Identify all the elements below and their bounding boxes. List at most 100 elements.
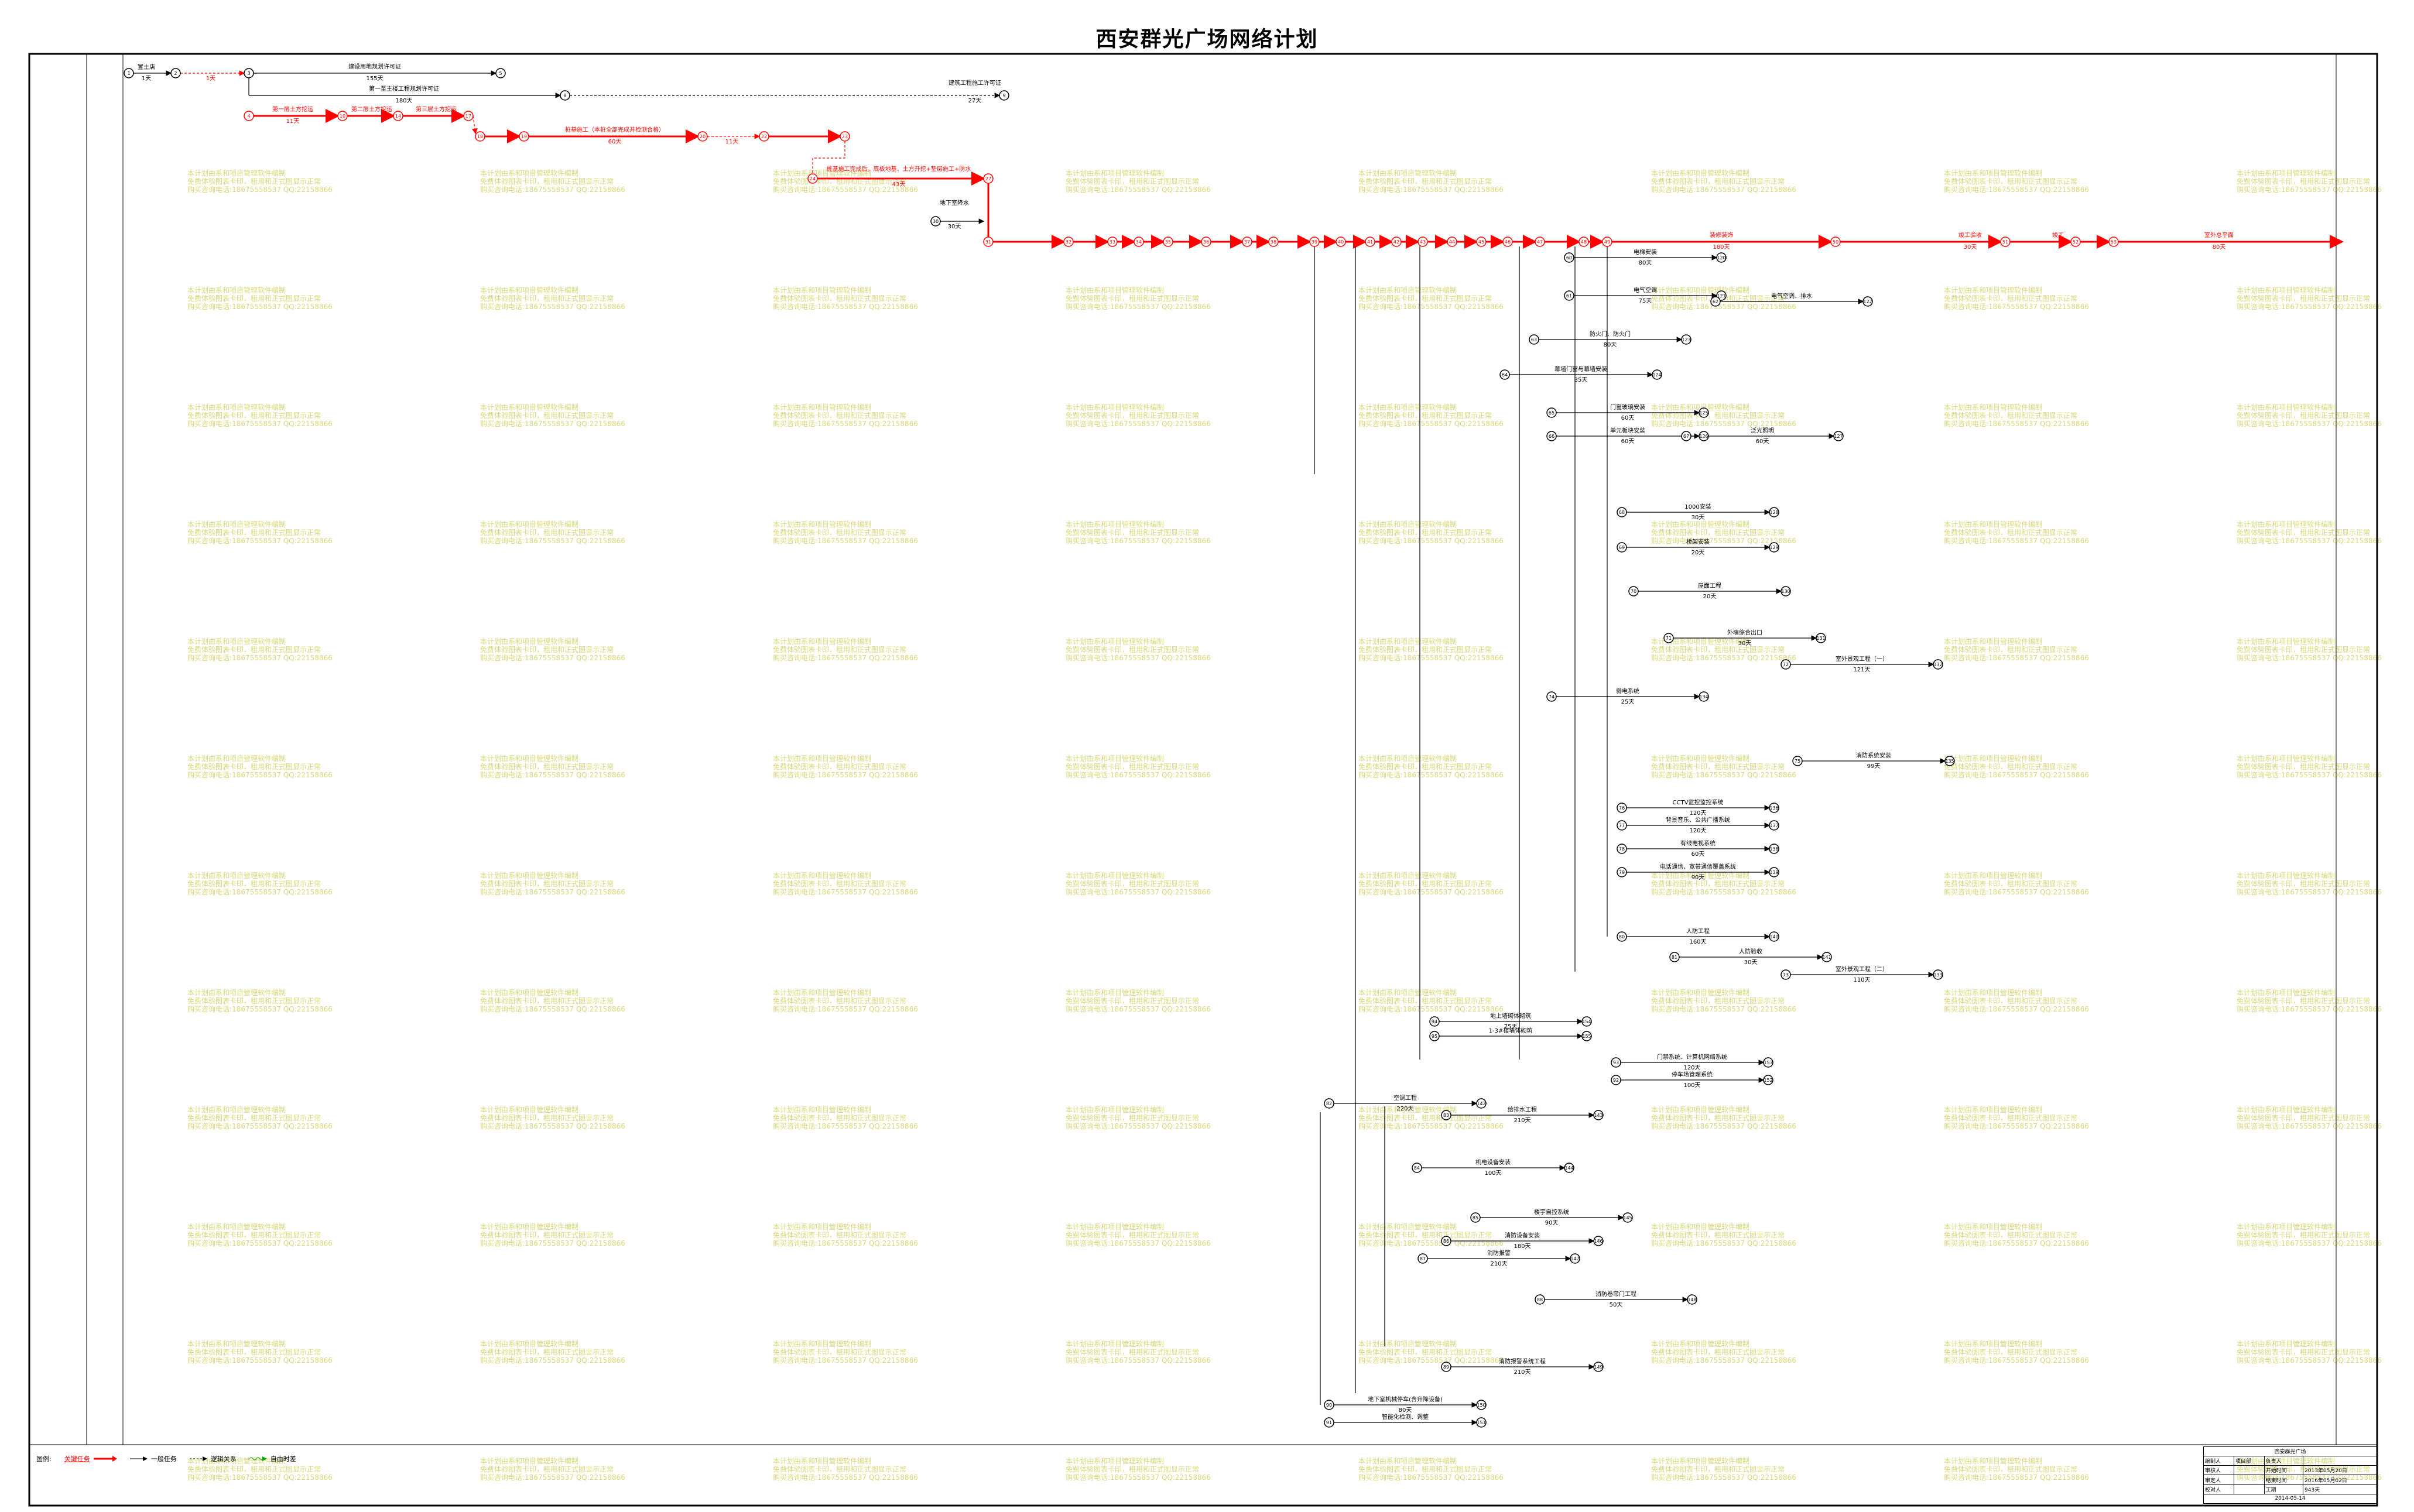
node-circle xyxy=(495,68,506,78)
watermark-text: 本计划由系和项目管理软件编制 xyxy=(773,871,871,880)
watermark-text: 免费体验图表卡印，租用和正式图显示正常 xyxy=(773,1113,906,1122)
watermark-text: 本计划由系和项目管理软件编制 xyxy=(187,169,286,177)
watermark-text: 免费体验图表卡印，租用和正式图显示正常 xyxy=(480,879,614,888)
watermark-text: 本计划由系和项目管理软件编制 xyxy=(480,1222,578,1231)
watermark-text: 购买咨询电话:18675558537 QQ:22158866 xyxy=(1944,1004,2089,1013)
watermark-text: 免费体验图表卡印，租用和正式图显示正常 xyxy=(1066,879,1199,888)
node-number: 37 xyxy=(1244,239,1250,245)
watermark-text: 本计划由系和项目管理软件编制 xyxy=(773,403,871,412)
activity-label: 180天 xyxy=(1514,1243,1530,1250)
node-number: 125 xyxy=(1699,410,1708,416)
tb-cell: 开始时间 xyxy=(2264,1465,2304,1476)
node-number: 64 xyxy=(1502,372,1508,378)
watermark-text: 本计划由系和项目管理软件编制 xyxy=(480,988,578,997)
node-circle xyxy=(1268,236,1279,247)
watermark-text: 本计划由系和项目管理软件编制 xyxy=(187,637,286,646)
watermark-text: 购买咨询电话:18675558537 QQ:22158866 xyxy=(773,1122,918,1130)
node-number: 44 xyxy=(1449,239,1455,245)
watermark-text: 免费体验图表卡印，租用和正式图显示正常 xyxy=(773,294,906,303)
node-number: 138 xyxy=(1769,846,1778,852)
node-circle xyxy=(1570,1253,1580,1264)
watermark-text: 免费体验图表卡印，租用和正式图显示正常 xyxy=(1651,879,1785,888)
watermark-text: 购买咨询电话:18675558537 QQ:22158866 xyxy=(1358,302,1504,311)
activity-label: 电话通信、宽带通信覆盖系统 xyxy=(1660,863,1736,870)
watermark-text: 本计划由系和项目管理软件编制 xyxy=(480,169,578,177)
legend-normal: 一般任务 xyxy=(129,1454,177,1463)
node-number: 70 xyxy=(1631,589,1636,594)
node-circle xyxy=(1669,952,1680,962)
node-number: 49 xyxy=(1604,239,1610,245)
node-circle xyxy=(1593,1110,1604,1120)
watermark-text: 本计划由系和项目管理软件编制 xyxy=(187,520,286,529)
node-number: 150 xyxy=(1477,1403,1485,1408)
node-number: 35 xyxy=(1165,239,1171,245)
node-number: 2 xyxy=(174,71,177,76)
watermark-text: 免费体验图表卡印，租用和正式图显示正常 xyxy=(480,1113,614,1122)
watermark-text: 本计划由系和项目管理软件编制 xyxy=(2237,403,2335,412)
legend-normal-text: 一般任务 xyxy=(150,1455,177,1463)
activity-label: 竣工验收 xyxy=(1958,231,1982,239)
watermark-text: 本计划由系和项目管理软件编制 xyxy=(1944,520,2042,529)
activity-label: 60天 xyxy=(1691,851,1705,858)
node-circle xyxy=(1336,236,1346,247)
watermark-text: 本计划由系和项目管理软件编制 xyxy=(1358,1105,1457,1114)
node-circle xyxy=(1564,252,1574,263)
watermark-layer: 本计划由系和项目管理软件编制免费体验图表卡印，租用和正式图显示正常购买咨询电话:… xyxy=(187,169,2382,1482)
tb-cell: 结束时间 xyxy=(2264,1475,2304,1485)
legend-critical: 关键任务 xyxy=(64,1454,117,1463)
watermark-text: 本计划由系和项目管理软件编制 xyxy=(1651,403,1749,412)
legend-dashed-text: 逻辑关系 xyxy=(210,1455,237,1463)
activity-label: 100天 xyxy=(1683,1082,1700,1089)
watermark-text: 本计划由系和项目管理软件编制 xyxy=(2237,1105,2335,1114)
watermark-text: 免费体验图表卡印，租用和正式图显示正常 xyxy=(1358,645,1492,654)
watermark-text: 本计划由系和项目管理软件编制 xyxy=(1944,871,2042,880)
watermark-text: 本计划由系和项目管理软件编制 xyxy=(1066,403,1164,412)
activity-label: 地下室机械停车(含升降设备) xyxy=(1368,1396,1443,1403)
watermark-text: 本计划由系和项目管理软件编制 xyxy=(480,286,578,294)
edges-layer xyxy=(133,70,2344,1425)
watermark-text: 免费体验图表卡印，租用和正式图显示正常 xyxy=(1651,177,1785,186)
node-circle xyxy=(170,68,181,78)
node-circle xyxy=(519,131,529,142)
watermark-text: 购买咨询电话:18675558537 QQ:22158866 xyxy=(1944,653,2089,662)
watermark-text: 免费体验图表卡印，租用和正式图显示正常 xyxy=(187,1113,321,1122)
watermark-text: 免费体验图表卡印，租用和正式图显示正常 xyxy=(2237,411,2370,420)
node-circle xyxy=(1769,844,1779,854)
node-circle xyxy=(1201,236,1211,247)
watermark-text: 本计划由系和项目管理软件编制 xyxy=(187,754,286,763)
watermark-text: 购买咨询电话:18675558537 QQ:22158866 xyxy=(1944,1122,2089,1130)
node-circle xyxy=(393,111,403,121)
watermark-text: 购买咨询电话:18675558537 QQ:22158866 xyxy=(1066,1473,1211,1482)
watermark-text: 免费体验图表卡印，租用和正式图显示正常 xyxy=(1651,1465,1785,1473)
watermark-text: 免费体验图表卡印，租用和正式图显示正常 xyxy=(773,1465,906,1473)
node-circle xyxy=(1581,1031,1592,1041)
node-number: 89 xyxy=(1443,1364,1449,1370)
node-number: 48 xyxy=(1581,239,1587,245)
watermark-text: 购买咨询电话:18675558537 QQ:22158866 xyxy=(1944,1356,2089,1364)
watermark-text: 本计划由系和项目管理软件编制 xyxy=(480,1105,578,1114)
node-circle xyxy=(244,68,254,78)
activity-label: 智能化检测、调整 xyxy=(1382,1413,1429,1421)
watermark-text: 免费体验图表卡印，租用和正式图显示正常 xyxy=(480,528,614,537)
node-circle xyxy=(1617,867,1627,877)
node-circle xyxy=(1309,236,1320,247)
activity-label: 90天 xyxy=(1545,1220,1559,1226)
tb-cell: 编制人 xyxy=(2203,1456,2234,1466)
watermark-text: 购买咨询电话:18675558537 QQ:22158866 xyxy=(1944,1239,2089,1247)
activity-label: 90天 xyxy=(1691,875,1705,881)
node-number: 10 xyxy=(340,114,345,119)
node-number: 23 xyxy=(842,134,848,139)
legend-critical-text: 关键任务 xyxy=(64,1455,90,1463)
watermark-text: 免费体验图表卡印，租用和正式图显示正常 xyxy=(1944,411,2077,420)
node-circle xyxy=(475,131,485,142)
node-circle xyxy=(1417,236,1428,247)
watermark-text: 本计划由系和项目管理软件编制 xyxy=(1651,286,1749,294)
activity-label: 第一至主楼工程规划许可证 xyxy=(369,85,439,92)
tb-cell: 2016年05月02日 xyxy=(2303,1475,2377,1485)
watermark-text: 本计划由系和项目管理软件编制 xyxy=(1066,1222,1164,1231)
watermark-text: 免费体验图表卡印，租用和正式图显示正常 xyxy=(1358,1230,1492,1239)
node-circle xyxy=(1763,1057,1773,1068)
watermark-text: 购买咨询电话:18675558537 QQ:22158866 xyxy=(1358,1239,1504,1247)
watermark-text: 购买咨询电话:18675558537 QQ:22158866 xyxy=(1066,770,1211,779)
activity-label: 门禁系统、计算机网络系统 xyxy=(1657,1053,1727,1061)
